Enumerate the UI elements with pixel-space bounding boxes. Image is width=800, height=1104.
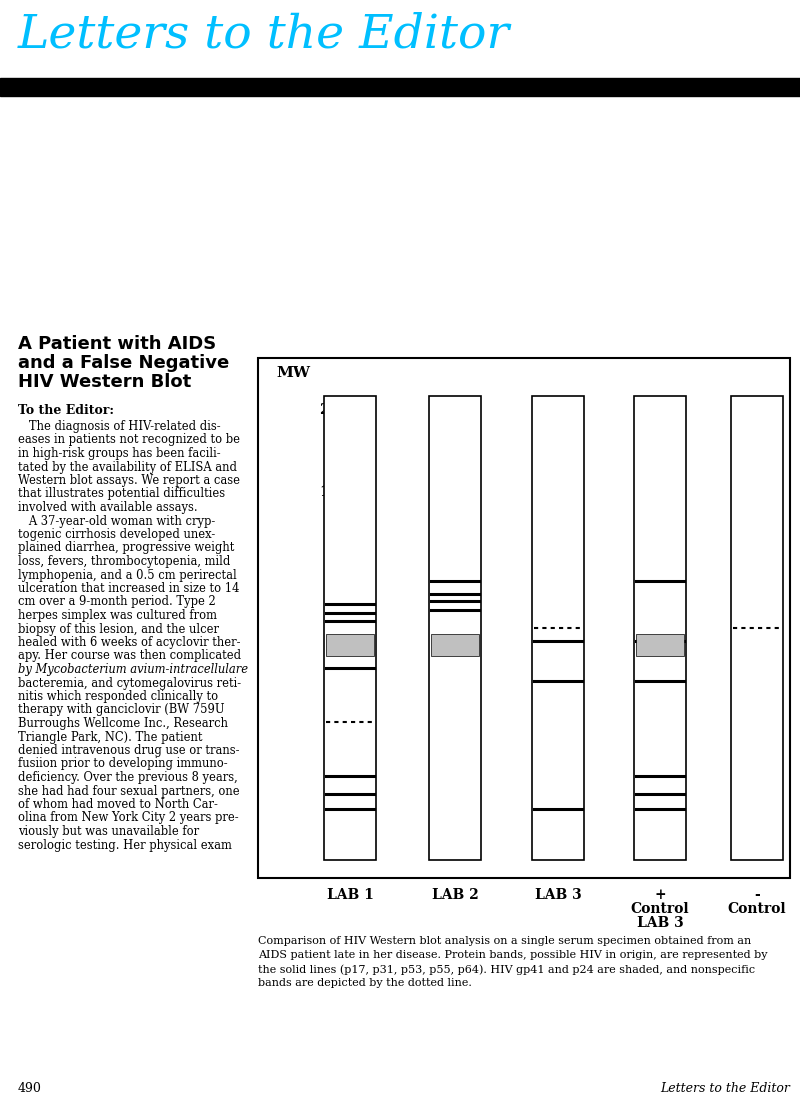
Text: 66: 66 [329, 570, 348, 584]
Text: LAB 3: LAB 3 [534, 888, 582, 902]
Text: healed with 6 weeks of acyclovir ther-: healed with 6 weeks of acyclovir ther- [18, 636, 241, 649]
Text: Comparison of HIV Western blot analysis on a single serum specimen obtained from: Comparison of HIV Western blot analysis … [258, 936, 751, 946]
Text: 116: 116 [319, 485, 348, 499]
Text: apy. Her course was then complicated: apy. Her course was then complicated [18, 649, 241, 662]
Text: 45: 45 [329, 627, 348, 641]
Text: Triangle Park, NC). The patient: Triangle Park, NC). The patient [18, 731, 202, 743]
Text: herpes simplex was cultured from: herpes simplex was cultured from [18, 609, 217, 622]
Bar [634, 396, 686, 860]
Text: biopsy of this lesion, and the ulcer: biopsy of this lesion, and the ulcer [18, 623, 219, 636]
Text: A 37-year-old woman with cryp-: A 37-year-old woman with cryp- [18, 514, 215, 528]
Text: The diagnosis of HIV-related dis-: The diagnosis of HIV-related dis- [18, 420, 221, 433]
Bar [324, 396, 376, 860]
Text: Western blot assays. We report a case: Western blot assays. We report a case [18, 474, 240, 487]
Bar [731, 396, 783, 860]
Text: AIDS patient late in her disease. Protein bands, possible HIV in origin, are rep: AIDS patient late in her disease. Protei… [258, 951, 767, 960]
Text: Burroughs Wellcome Inc., Research: Burroughs Wellcome Inc., Research [18, 716, 228, 730]
Text: and a False Negative: and a False Negative [18, 354, 230, 372]
Text: denied intravenous drug use or trans-: denied intravenous drug use or trans- [18, 744, 239, 757]
Bar [258, 358, 790, 878]
Text: tated by the availability of ELISA and: tated by the availability of ELISA and [18, 460, 237, 474]
Text: by Mycobacterium avium-intracellulare: by Mycobacterium avium-intracellulare [18, 664, 248, 676]
Text: viously but was unavailable for: viously but was unavailable for [18, 825, 199, 838]
Text: 21: 21 [329, 742, 348, 755]
Text: cm over a 9-month period. Type 2: cm over a 9-month period. Type 2 [18, 595, 216, 608]
Text: bacteremia, and cytomegalovirus reti-: bacteremia, and cytomegalovirus reti- [18, 677, 241, 690]
Text: 14: 14 [329, 803, 348, 817]
Text: nitis which responded clinically to: nitis which responded clinically to [18, 690, 218, 703]
Text: A Patient with AIDS: A Patient with AIDS [18, 335, 216, 353]
Text: of whom had moved to North Car-: of whom had moved to North Car- [18, 798, 218, 811]
Text: 92: 92 [329, 520, 348, 534]
Text: 31: 31 [329, 683, 348, 697]
Text: +: + [654, 888, 666, 902]
Text: therapy with ganciclovir (BW 759U: therapy with ganciclovir (BW 759U [18, 703, 225, 716]
Text: that illustrates potential difficulties: that illustrates potential difficulties [18, 488, 225, 500]
Bar [532, 396, 584, 860]
Text: Control: Control [728, 902, 786, 916]
Text: involved with available assays.: involved with available assays. [18, 501, 198, 514]
Text: -: - [754, 888, 760, 902]
Text: plained diarrhea, progressive weight: plained diarrhea, progressive weight [18, 541, 234, 554]
Text: in high-risk groups has been facili-: in high-risk groups has been facili- [18, 447, 221, 460]
Text: Control: Control [630, 902, 690, 916]
Bar [0, 78, 800, 96]
Text: deficiency. Over the previous 8 years,: deficiency. Over the previous 8 years, [18, 771, 238, 784]
Text: bands are depicted by the dotted line.: bands are depicted by the dotted line. [258, 978, 472, 988]
Text: LAB 3: LAB 3 [637, 916, 683, 930]
Bar [429, 396, 481, 860]
Text: Letters to the Editor: Letters to the Editor [660, 1082, 790, 1095]
Text: she had had four sexual partners, one: she had had four sexual partners, one [18, 785, 240, 797]
Text: eases in patients not recognized to be: eases in patients not recognized to be [18, 434, 240, 446]
Text: the solid lines (p17, p31, p53, p55, p64). HIV gp41 and p24 are shaded, and nons: the solid lines (p17, p31, p53, p55, p64… [258, 964, 755, 975]
Text: fusiion prior to developing immuno-: fusiion prior to developing immuno- [18, 757, 228, 771]
Text: To the Editor:: To the Editor: [18, 404, 114, 417]
Text: lymphopenia, and a 0.5 cm perirectal: lymphopenia, and a 0.5 cm perirectal [18, 569, 237, 582]
Text: olina from New York City 2 years pre-: olina from New York City 2 years pre- [18, 811, 238, 825]
Bar [326, 634, 374, 656]
Text: ulceration that increased in size to 14: ulceration that increased in size to 14 [18, 582, 239, 595]
Text: togenic cirrhosis developed unex-: togenic cirrhosis developed unex- [18, 528, 215, 541]
Text: 200: 200 [319, 403, 348, 417]
Text: HIV Western Blot: HIV Western Blot [18, 373, 191, 391]
Bar [636, 634, 684, 656]
Text: LAB 1: LAB 1 [326, 888, 374, 902]
Text: MW: MW [276, 367, 310, 380]
Bar [431, 634, 479, 656]
Text: Letters to the Editor: Letters to the Editor [18, 12, 510, 57]
Text: loss, fevers, thrombocytopenia, mild: loss, fevers, thrombocytopenia, mild [18, 555, 230, 567]
Text: 490: 490 [18, 1082, 42, 1095]
Text: serologic testing. Her physical exam: serologic testing. Her physical exam [18, 839, 232, 851]
Text: LAB 2: LAB 2 [432, 888, 478, 902]
